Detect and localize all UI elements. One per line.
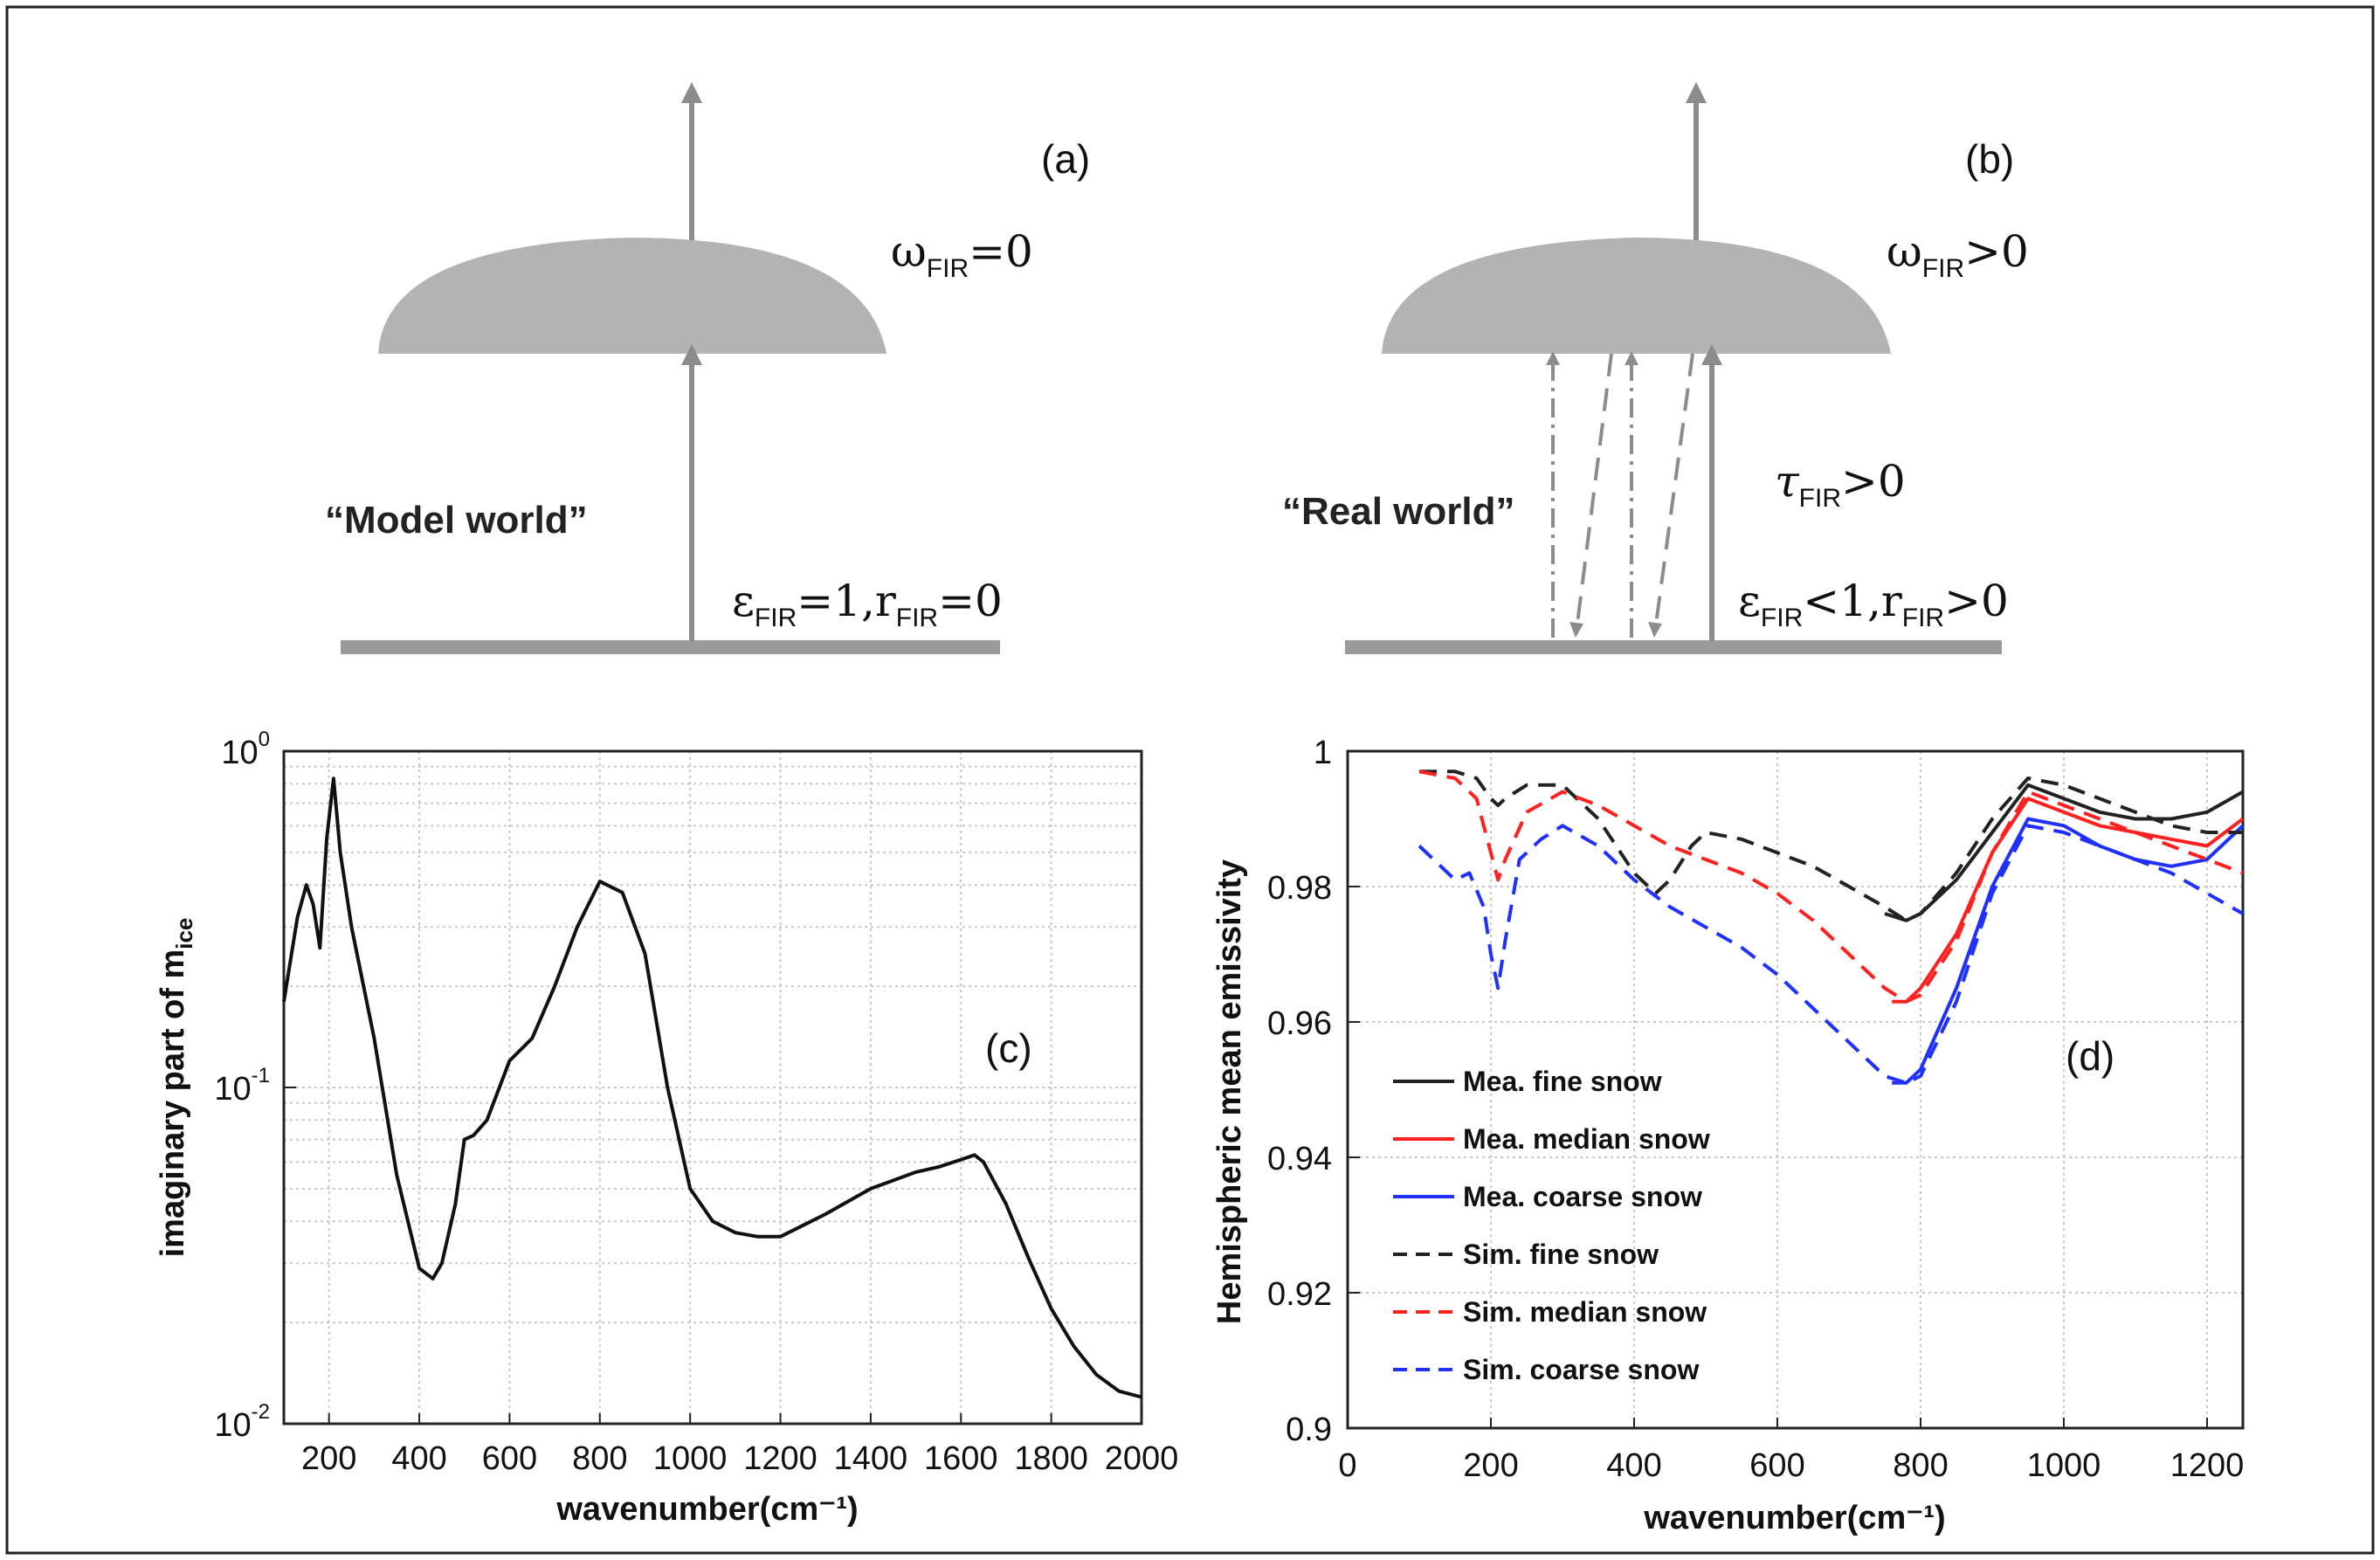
chart-d-series: [1418, 770, 2245, 1085]
chart-d: 0 200 400 600 800 1000 1200 0.90.920.940.960.9…: [1211, 735, 2245, 1536]
diagram-a: (a) ωFIR=0 “Model world” εFIR=1,rFIR=0: [325, 82, 1090, 654]
chart-d-legend-label-1: Mea. median snow: [1463, 1123, 1710, 1155]
chart-d-y-axis-label: Hemispheric mean emissivity: [1211, 859, 1248, 1324]
chart-c-x-tick-label: 400: [391, 1440, 446, 1477]
panel-label-c: (c): [985, 1025, 1032, 1071]
chart-d-series-line-1: [1892, 797, 2245, 1004]
chart-c-series: [282, 777, 1142, 1399]
world-label-b: “Real world”: [1282, 490, 1515, 533]
eps-label-b: εFIR<1,rFIR>0: [1738, 576, 2009, 632]
chart-d-x-tick-label: 1200: [2170, 1447, 2245, 1484]
chart-c-y-ticks: 10-2 10-1 100: [214, 728, 296, 1444]
chart-c-y-tick-label: 100: [221, 728, 270, 771]
chart-d-y-tick-label: 0.98: [1267, 870, 1332, 907]
chart-d-legend-label-3: Sim. fine snow: [1463, 1239, 1659, 1270]
arrowhead-lower-a: [681, 344, 702, 365]
chart-d-x-tick-label: 400: [1606, 1447, 1661, 1484]
chart-c-series-line-0: [282, 777, 1142, 1399]
chart-d-legend: Mea. fine snow Mea. median snow Mea. coars…: [1393, 1066, 1710, 1385]
arrowhead-upper-b: [1686, 82, 1707, 103]
chart-c-x-tick-label: 1600: [924, 1440, 998, 1477]
surface-a: [341, 640, 1000, 654]
chart-c-x-tick-label: 1200: [743, 1440, 817, 1477]
chart-d-x-tick-label: 600: [1749, 1447, 1804, 1484]
chart-c-x-tick-label: 800: [572, 1440, 627, 1477]
chart-d-x-axis-label: wavenumber(cm⁻¹): [1643, 1500, 1945, 1536]
chart-d-y-tick-label: 0.96: [1267, 1005, 1332, 1042]
chart-d-series-line-3: [1419, 770, 2243, 922]
chart-d-x-tick-label: 1000: [2027, 1447, 2101, 1484]
cloud-b: [1382, 238, 1891, 354]
beam-dashed-2: [1653, 353, 1694, 632]
chart-d-y-tick-label: 0.94: [1267, 1141, 1332, 1177]
chart-c-x-tick-label: 200: [301, 1440, 356, 1477]
chart-d-y-tick-label: 1: [1314, 735, 1332, 771]
chart-d-y-tick-label: 0.9: [1286, 1412, 1332, 1448]
panel-label-d: (d): [2066, 1033, 2114, 1079]
chart-d-x-ticks: 0 200 400 600 800 1000 1200: [1338, 1418, 2244, 1484]
chart-c-y-tick-label: 10-1: [214, 1064, 270, 1108]
chart-d-y-ticks: 0.9 0.92 0.94 0.96 0.98 1: [1267, 735, 1360, 1448]
chart-d-legend-label-0: Mea. fine snow: [1463, 1066, 1662, 1097]
chart-c-x-tick-label: 1000: [653, 1440, 728, 1477]
chart-d-legend-label-5: Sim. coarse snow: [1463, 1354, 1699, 1385]
beam-dashdot-1-head: [1546, 351, 1560, 365]
chart-c-y-tick-label: 10-2: [214, 1400, 270, 1444]
chart-d-plot-area: [1346, 749, 2245, 1430]
chart-c-y-axis-label: imaginary part of mice: [155, 918, 197, 1258]
chart-c-x-tick-label: 1800: [1014, 1440, 1088, 1477]
chart-c-x-ticks: 200 400 600 800 1000 1200 1400 1600 1800 2000: [301, 1413, 1178, 1477]
surface-b: [1345, 640, 2002, 654]
beam-dashed-1-head: [1569, 622, 1583, 638]
chart-c-x-tick-label: 2000: [1105, 1440, 1179, 1477]
chart-c-x-tick-label: 1400: [834, 1440, 908, 1477]
arrowhead-upper-a: [681, 82, 702, 103]
chart-c-x-tick-label: 600: [482, 1440, 537, 1477]
chart-d-x-tick-label: 800: [1893, 1447, 1948, 1484]
chart-d-y-tick-label: 0.92: [1267, 1276, 1332, 1313]
figure-border: [5, 5, 2375, 1555]
panel-label-a: (a): [1041, 136, 1090, 182]
eps-label-a: εFIR=1,rFIR=0: [732, 576, 1003, 632]
cloud-a: [378, 238, 886, 354]
chart-c-grid: [284, 750, 1142, 1425]
chart-d-legend-label-4: Sim. median snow: [1463, 1296, 1707, 1328]
chart-d-legend-label-2: Mea. coarse snow: [1463, 1181, 1702, 1212]
chart-d-x-tick-label: 0: [1338, 1447, 1356, 1484]
chart-d-x-tick-label: 200: [1463, 1447, 1518, 1484]
chart-d-series-line-2: [1892, 817, 2245, 1085]
chart-c-x-axis-label: wavenumber(cm⁻¹): [555, 1491, 858, 1528]
chart-d-series-line-5: [1418, 824, 2244, 1085]
omega-label-a: ωFIR=0: [891, 226, 1033, 283]
panel-label-b: (b): [1965, 136, 2014, 182]
tau-label-b: τFIR>0: [1775, 456, 1906, 513]
chart-c: 200 400 600 800 1000 1200 1400 1600 1800 2000 10-…: [155, 728, 1178, 1528]
beam-dashdot-2-head: [1625, 351, 1638, 365]
world-label-a: “Model world”: [325, 499, 588, 542]
omega-label-b: ωFIR>0: [1887, 226, 2029, 283]
arrowhead-lower-b: [1701, 344, 1722, 365]
diagram-b: (b) ωFIR>0 “Real world” τFIR>0 εFIR<1,rF…: [1282, 82, 2029, 654]
beam-dashed-1: [1575, 353, 1613, 632]
beam-dashed-2-head: [1648, 622, 1662, 638]
